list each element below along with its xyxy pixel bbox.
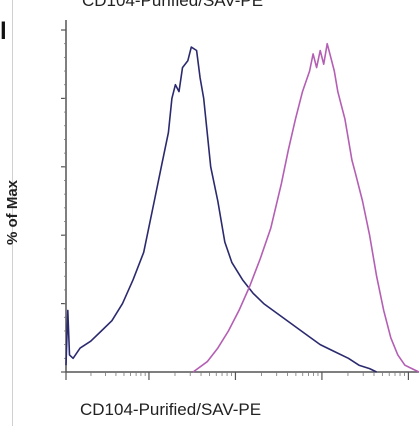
chart-title: CD104-Purified/SAV-PE — [82, 0, 264, 10]
x-axis-label: CD104-Purified/SAV-PE — [80, 400, 262, 419]
histogram-series-1 — [65, 46, 377, 373]
left-border — [12, 0, 13, 426]
histogram-series-2 — [192, 42, 419, 373]
panel-letter: l — [0, 18, 7, 45]
